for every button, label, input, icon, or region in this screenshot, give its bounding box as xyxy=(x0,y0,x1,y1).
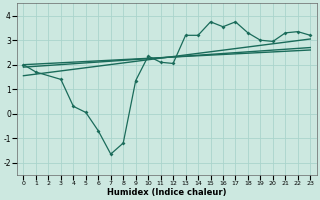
X-axis label: Humidex (Indice chaleur): Humidex (Indice chaleur) xyxy=(107,188,227,197)
